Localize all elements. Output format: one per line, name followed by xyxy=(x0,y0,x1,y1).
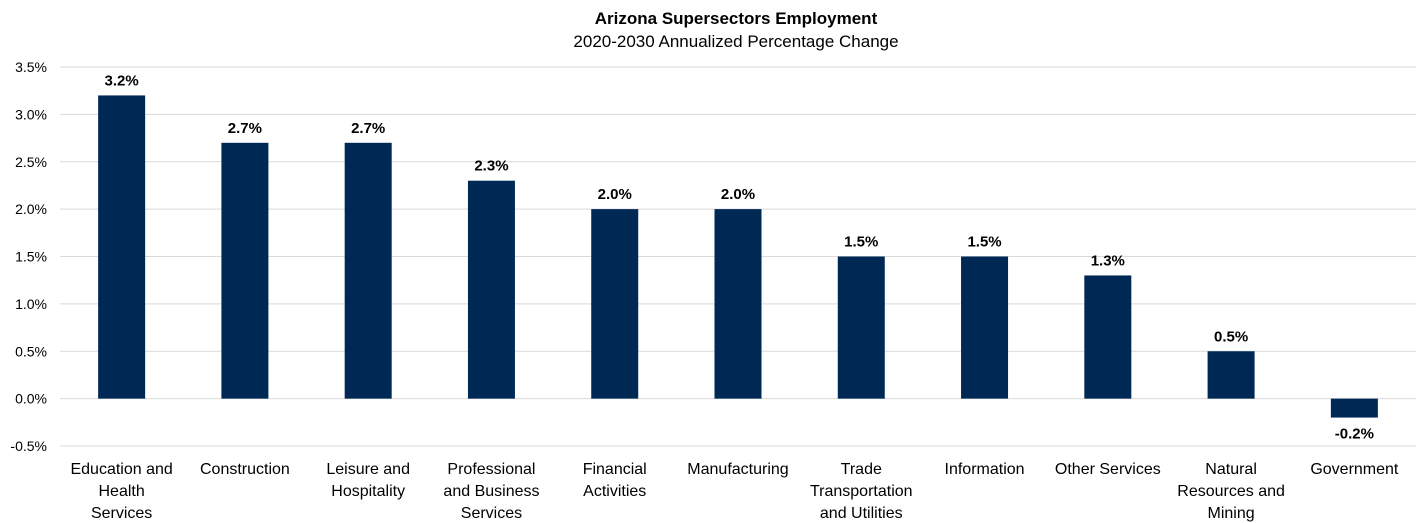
y-tick-label: 2.5% xyxy=(15,154,47,170)
data-label: 2.7% xyxy=(228,120,262,137)
data-label: 1.5% xyxy=(967,234,1001,251)
bar xyxy=(344,142,392,399)
bar xyxy=(714,209,762,399)
data-label: 0.5% xyxy=(1214,328,1248,345)
data-labels: 3.2% 2.7% 2.7% 2.3% 2.0% 2.0% 1.5% 1.5% 1.3% 0.5%… xyxy=(105,72,1374,442)
y-tick-label: 3.5% xyxy=(15,59,47,75)
category-label-line: Trade xyxy=(841,461,882,478)
category-label: Information xyxy=(945,461,1025,478)
category-label-line: Resources and xyxy=(1177,483,1285,500)
y-tick-label: -0.5% xyxy=(10,438,47,454)
category-label: Construction xyxy=(200,461,290,478)
data-label: 2.3% xyxy=(474,158,508,175)
data-label: 1.5% xyxy=(844,234,878,251)
category-label: Professional and Business Services xyxy=(443,461,539,522)
data-label: 2.0% xyxy=(721,186,755,203)
chart-title: Arizona Supersectors Employment xyxy=(595,9,878,28)
category-label-line: Transportation xyxy=(810,483,913,500)
y-axis: 3.5% 3.0% 2.5% 2.0% 1.5% 1.0% 0.5% 0.0% -0.5% xyxy=(10,59,47,454)
bar xyxy=(591,209,639,399)
category-label-line: Government xyxy=(1310,461,1399,478)
category-label-line: Hospitality xyxy=(331,483,405,500)
category-label: Other Services xyxy=(1055,461,1161,478)
category-label-line: and Utilities xyxy=(820,505,903,522)
category-label-line: Services xyxy=(461,505,522,522)
y-tick-label: 1.5% xyxy=(15,249,47,265)
data-label: -0.2% xyxy=(1335,426,1374,443)
category-label-line: Health xyxy=(99,483,145,500)
data-label: 2.0% xyxy=(598,186,632,203)
category-label: Financial Activities xyxy=(583,461,647,500)
category-label-line: Manufacturing xyxy=(687,461,788,478)
category-label-line: Services xyxy=(91,505,152,522)
bar xyxy=(1084,275,1132,399)
category-label-line: and Business xyxy=(443,483,539,500)
category-label-line: Leisure and xyxy=(326,461,410,478)
y-tick-label: 0.5% xyxy=(15,343,47,359)
category-label-line: Information xyxy=(945,461,1025,478)
category-label-line: Financial xyxy=(583,461,647,478)
category-label: Manufacturing xyxy=(687,461,788,478)
data-label: 3.2% xyxy=(105,72,139,89)
category-label-line: Natural xyxy=(1205,461,1257,478)
category-label-line: Professional xyxy=(447,461,535,478)
category-label: Government xyxy=(1310,461,1399,478)
category-label-line: Construction xyxy=(200,461,290,478)
bar xyxy=(98,95,146,399)
category-label-line: Education and xyxy=(70,461,172,478)
category-label-line: Mining xyxy=(1208,505,1255,522)
bar xyxy=(837,256,885,399)
category-label-line: Other Services xyxy=(1055,461,1161,478)
bars xyxy=(98,95,1378,418)
category-label: Leisure and Hospitality xyxy=(326,461,410,500)
bar xyxy=(1330,398,1378,418)
bar xyxy=(221,142,269,399)
data-label: 2.7% xyxy=(351,120,385,137)
y-tick-label: 1.0% xyxy=(15,296,47,312)
bar xyxy=(961,256,1009,399)
bar xyxy=(1207,351,1255,399)
x-axis: Education and Health Services Construction L… xyxy=(70,461,1398,522)
y-tick-label: 0.0% xyxy=(15,391,47,407)
y-tick-label: 2.0% xyxy=(15,201,47,217)
category-label: Education and Health Services xyxy=(70,461,172,522)
category-label: Trade Transportation and Utilities xyxy=(810,461,913,522)
category-label: Natural Resources and Mining xyxy=(1177,461,1285,522)
bar xyxy=(467,180,515,399)
category-label-line: Activities xyxy=(583,483,646,500)
y-tick-label: 3.0% xyxy=(15,106,47,122)
data-label: 1.3% xyxy=(1091,252,1125,269)
chart-subtitle: 2020-2030 Annualized Percentage Change xyxy=(573,32,898,51)
